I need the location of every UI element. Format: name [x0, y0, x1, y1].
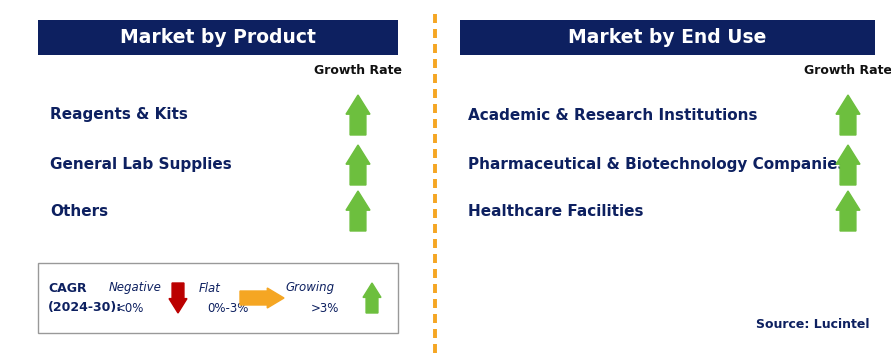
- Text: Pharmaceutical & Biotechnology Companies: Pharmaceutical & Biotechnology Companies: [468, 158, 846, 172]
- Polygon shape: [346, 145, 370, 185]
- Text: (2024-30):: (2024-30):: [48, 301, 122, 314]
- Text: <0%: <0%: [116, 302, 144, 314]
- Polygon shape: [363, 283, 381, 313]
- Polygon shape: [836, 95, 860, 135]
- Text: Growing: Growing: [285, 281, 334, 294]
- Text: Market by End Use: Market by End Use: [568, 28, 766, 47]
- Text: 0%-3%: 0%-3%: [208, 302, 249, 314]
- Text: Reagents & Kits: Reagents & Kits: [50, 107, 188, 122]
- Text: Growth Rate: Growth Rate: [314, 65, 402, 77]
- Text: Healthcare Facilities: Healthcare Facilities: [468, 204, 643, 219]
- Text: Academic & Research Institutions: Academic & Research Institutions: [468, 107, 757, 122]
- Polygon shape: [169, 283, 187, 313]
- Text: Flat: Flat: [199, 281, 221, 294]
- Text: Market by Product: Market by Product: [120, 28, 316, 47]
- Polygon shape: [836, 145, 860, 185]
- Text: Growth Rate: Growth Rate: [804, 65, 891, 77]
- Text: >3%: >3%: [311, 302, 339, 314]
- Polygon shape: [836, 191, 860, 231]
- FancyBboxPatch shape: [38, 263, 398, 333]
- FancyBboxPatch shape: [460, 20, 875, 55]
- Polygon shape: [346, 95, 370, 135]
- Polygon shape: [240, 288, 284, 308]
- Polygon shape: [346, 191, 370, 231]
- Text: Negative: Negative: [109, 281, 161, 294]
- Text: Source: Lucintel: Source: Lucintel: [756, 318, 870, 331]
- FancyBboxPatch shape: [38, 20, 398, 55]
- Text: CAGR: CAGR: [48, 282, 86, 295]
- Text: Others: Others: [50, 204, 108, 219]
- Text: General Lab Supplies: General Lab Supplies: [50, 158, 232, 172]
